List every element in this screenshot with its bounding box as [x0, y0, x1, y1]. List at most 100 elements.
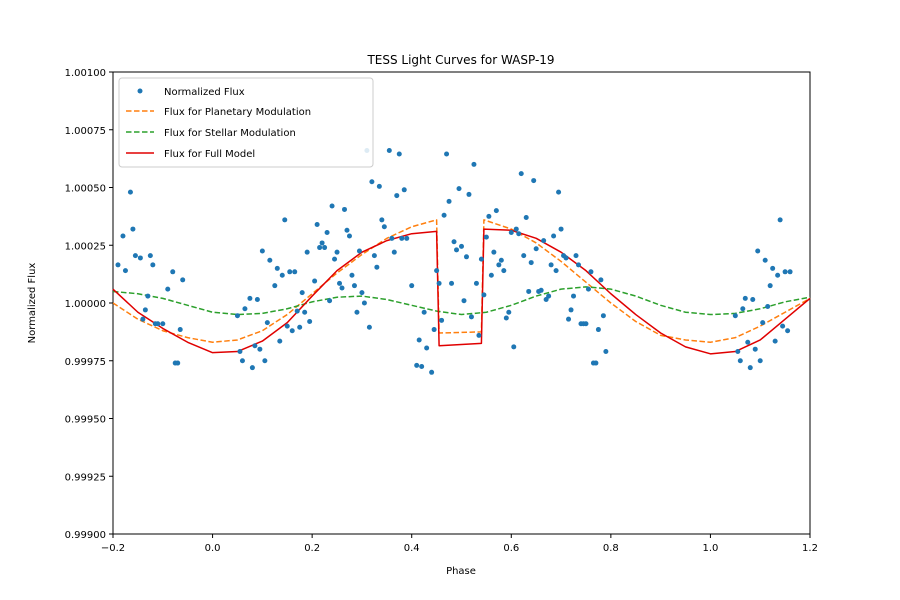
- y-tick-label: 0.99950: [65, 415, 106, 426]
- flux-point: [488, 272, 494, 278]
- flux-point: [342, 206, 347, 212]
- flux-point: [322, 245, 328, 251]
- flux-point: [780, 323, 786, 329]
- flux-point: [122, 268, 128, 274]
- full-model-line: [112, 228, 811, 355]
- flux-point: [312, 278, 318, 284]
- flux-point: [598, 277, 604, 283]
- flux-point: [463, 254, 469, 260]
- flux-point: [745, 339, 751, 345]
- flux-point: [274, 265, 280, 271]
- flux-point: [337, 280, 343, 286]
- legend-item-planetary: Flux for Planetary Modulation: [126, 107, 311, 118]
- flux-point: [740, 306, 746, 312]
- flux-point: [531, 178, 537, 184]
- flux-point: [732, 313, 738, 319]
- y-tick-label: 1.00000: [65, 299, 106, 310]
- flux-point: [543, 297, 549, 303]
- flux-point: [471, 161, 477, 167]
- x-tick-label: 1.2: [802, 543, 818, 554]
- flux-point: [551, 233, 557, 239]
- flux-point: [459, 243, 464, 249]
- flux-point: [777, 217, 783, 223]
- flux-point: [282, 217, 288, 223]
- flux-point: [351, 283, 357, 289]
- legend-marker-points: [137, 88, 143, 94]
- flux-point: [317, 245, 323, 251]
- flux-point: [772, 338, 778, 344]
- flux-point: [155, 321, 161, 327]
- flux-point: [521, 253, 527, 259]
- flux-point: [254, 297, 260, 303]
- flux-point: [493, 208, 499, 214]
- flux-point: [782, 269, 788, 275]
- flux-point: [446, 198, 452, 204]
- flux-point: [444, 151, 450, 157]
- flux-point: [180, 277, 186, 283]
- flux-point: [277, 338, 283, 344]
- flux-point: [289, 328, 295, 334]
- flux-point: [595, 327, 601, 333]
- flux-point: [247, 295, 253, 301]
- flux-point: [327, 298, 333, 304]
- flux-point: [297, 324, 303, 330]
- flux-point: [424, 345, 430, 351]
- flux-point: [371, 253, 377, 259]
- flux-point: [127, 189, 133, 195]
- flux-point: [329, 203, 335, 209]
- flux-point: [466, 191, 472, 197]
- flux-point: [394, 193, 400, 199]
- y-tick-label: 1.00100: [65, 68, 106, 79]
- stellar-modulation-line: [112, 286, 811, 316]
- x-tick-label: 0.6: [503, 543, 519, 554]
- flux-point: [476, 332, 482, 338]
- flux-point: [419, 364, 425, 370]
- flux-point: [760, 320, 766, 326]
- flux-point: [267, 257, 273, 263]
- flux-point: [354, 309, 360, 315]
- flux-point: [563, 255, 569, 261]
- flux-point: [528, 260, 534, 266]
- flux-point: [436, 280, 442, 286]
- flux-point: [473, 280, 479, 286]
- flux-point: [571, 293, 577, 299]
- flux-point: [588, 269, 594, 275]
- flux-point: [767, 283, 773, 289]
- flux-point: [332, 256, 338, 262]
- flux-point: [279, 272, 285, 278]
- y-tick-label: 0.99925: [65, 472, 106, 483]
- flux-point: [259, 248, 265, 254]
- flux-point: [239, 358, 245, 364]
- flux-point: [573, 253, 579, 259]
- flux-point: [585, 286, 591, 292]
- flux-point: [548, 262, 554, 268]
- flux-point: [130, 226, 136, 232]
- flux-point: [294, 308, 300, 314]
- x-tick-label: 0.8: [603, 543, 619, 554]
- x-tick-label: 0.4: [404, 543, 420, 554]
- flux-point: [593, 360, 599, 366]
- flux-point: [284, 323, 290, 329]
- flux-point: [787, 269, 793, 275]
- legend-label-stellar: Flux for Stellar Modulation: [164, 128, 296, 139]
- flux-point: [508, 230, 514, 236]
- legend-label-full-model: Flux for Full Model: [164, 149, 255, 160]
- flux-point: [399, 235, 405, 241]
- flux-point: [391, 249, 397, 255]
- chart-title: TESS Light Curves for WASP-19: [366, 53, 554, 67]
- flux-point: [307, 318, 313, 324]
- flux-point: [175, 360, 181, 366]
- flux-point: [518, 171, 524, 177]
- flux-point: [344, 227, 350, 233]
- flux-point: [441, 212, 447, 218]
- flux-point: [359, 290, 365, 296]
- flux-point: [516, 231, 522, 237]
- flux-point: [404, 235, 410, 241]
- flux-point: [264, 320, 270, 326]
- flux-point: [381, 224, 387, 230]
- flux-point: [272, 283, 278, 289]
- flux-point: [538, 287, 544, 293]
- flux-point: [262, 358, 268, 364]
- flux-point: [770, 265, 776, 271]
- x-tick-label: −0.2: [101, 543, 125, 554]
